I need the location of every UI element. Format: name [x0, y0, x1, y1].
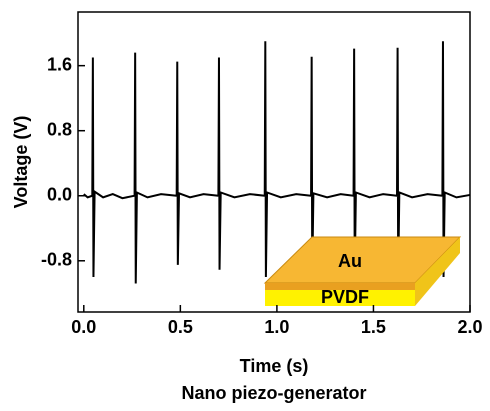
chart-title: Nano piezo-generator [181, 383, 366, 403]
inset-label-pvdf: PVDF [321, 287, 369, 307]
au-front-face [265, 283, 415, 290]
side-face [415, 237, 460, 306]
x-axis-label: Time (s) [240, 356, 309, 376]
y-tick-label: 0.8 [47, 119, 72, 139]
x-tick-label: 0.0 [71, 317, 96, 337]
y-tick-label: 0.0 [47, 184, 72, 204]
inset: Au PVDF [263, 236, 462, 307]
y-axis-label: Voltage (V) [11, 116, 31, 209]
plot-frame [77, 11, 471, 313]
voltage-line [83, 41, 471, 284]
pvdf-front-face [265, 290, 415, 306]
x-tick-label: 1.5 [361, 317, 386, 337]
y-tick-label: -0.8 [41, 250, 72, 270]
x-tick-label: 0.5 [168, 317, 193, 337]
inset-label-au: Au [338, 251, 362, 271]
y-tick-label: 1.6 [47, 54, 72, 74]
x-tick-label: 2.0 [457, 317, 482, 337]
x-tick-label: 1.0 [264, 317, 289, 337]
